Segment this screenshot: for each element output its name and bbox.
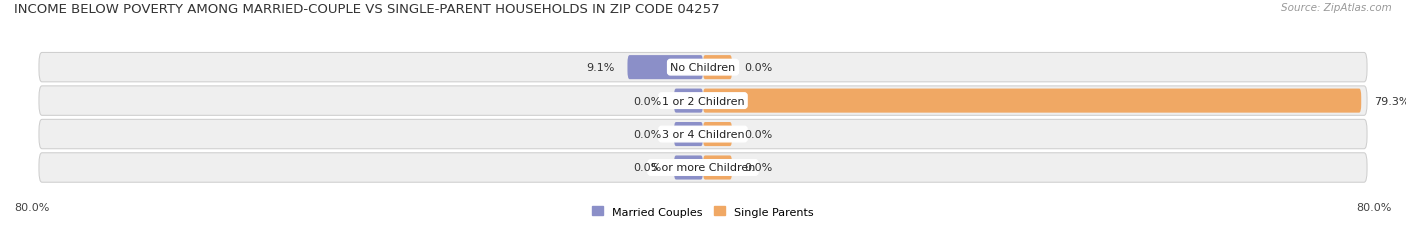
FancyBboxPatch shape xyxy=(673,122,703,146)
Text: 79.3%: 79.3% xyxy=(1374,96,1406,106)
Text: 0.0%: 0.0% xyxy=(633,163,661,173)
Text: INCOME BELOW POVERTY AMONG MARRIED-COUPLE VS SINGLE-PARENT HOUSEHOLDS IN ZIP COD: INCOME BELOW POVERTY AMONG MARRIED-COUPL… xyxy=(14,3,720,16)
FancyBboxPatch shape xyxy=(673,89,703,113)
Text: 5 or more Children: 5 or more Children xyxy=(651,163,755,173)
Text: 9.1%: 9.1% xyxy=(586,63,614,73)
FancyBboxPatch shape xyxy=(673,156,703,180)
Text: 3 or 4 Children: 3 or 4 Children xyxy=(662,130,744,140)
Text: 0.0%: 0.0% xyxy=(745,130,773,140)
Text: 0.0%: 0.0% xyxy=(633,130,661,140)
Text: 80.0%: 80.0% xyxy=(14,202,49,212)
Legend: Married Couples, Single Parents: Married Couples, Single Parents xyxy=(592,206,814,217)
FancyBboxPatch shape xyxy=(703,122,733,146)
FancyBboxPatch shape xyxy=(703,89,1361,113)
Text: 1 or 2 Children: 1 or 2 Children xyxy=(662,96,744,106)
Text: Source: ZipAtlas.com: Source: ZipAtlas.com xyxy=(1281,3,1392,13)
FancyBboxPatch shape xyxy=(39,53,1367,82)
Text: No Children: No Children xyxy=(671,63,735,73)
FancyBboxPatch shape xyxy=(39,86,1367,116)
Text: 0.0%: 0.0% xyxy=(633,96,661,106)
FancyBboxPatch shape xyxy=(39,120,1367,149)
FancyBboxPatch shape xyxy=(703,156,733,180)
FancyBboxPatch shape xyxy=(39,153,1367,182)
FancyBboxPatch shape xyxy=(703,56,733,80)
Text: 80.0%: 80.0% xyxy=(1357,202,1392,212)
Text: 0.0%: 0.0% xyxy=(745,163,773,173)
FancyBboxPatch shape xyxy=(627,56,703,80)
Text: 0.0%: 0.0% xyxy=(745,63,773,73)
